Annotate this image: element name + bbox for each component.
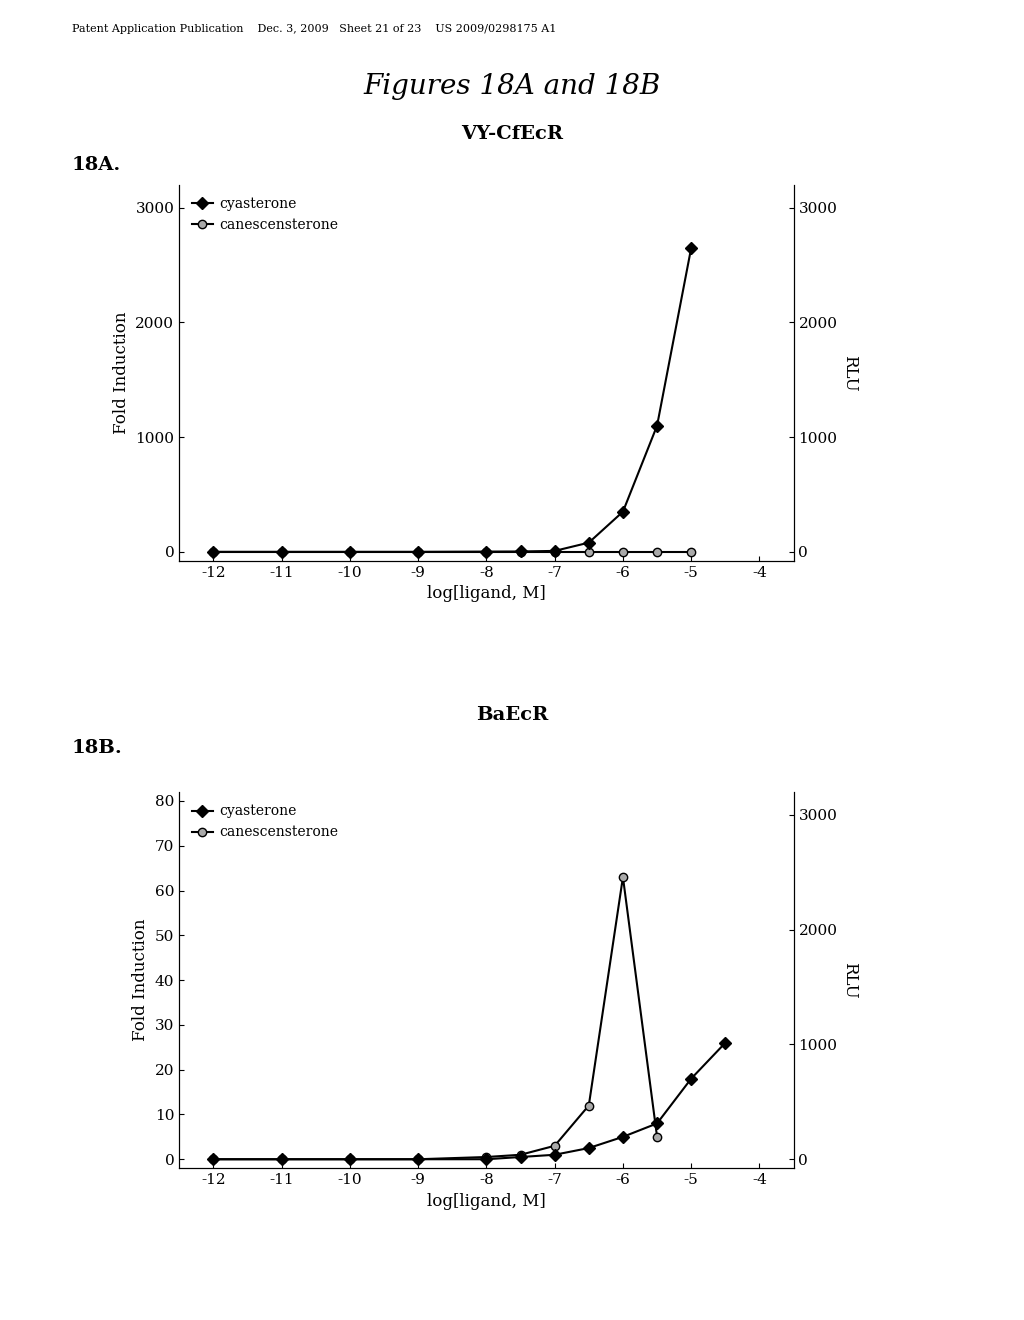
Legend: cyasterone, canescensterone: cyasterone, canescensterone	[186, 191, 344, 238]
Text: VY-CfEcR: VY-CfEcR	[461, 125, 563, 144]
Text: Patent Application Publication    Dec. 3, 2009   Sheet 21 of 23    US 2009/02981: Patent Application Publication Dec. 3, 2…	[72, 24, 556, 34]
X-axis label: log[ligand, M]: log[ligand, M]	[427, 1192, 546, 1209]
Text: 18B.: 18B.	[72, 739, 123, 758]
Text: Figures 18A and 18B: Figures 18A and 18B	[364, 73, 660, 99]
Text: 18A.: 18A.	[72, 156, 121, 174]
Text: BaEcR: BaEcR	[476, 706, 548, 725]
Y-axis label: Fold Induction: Fold Induction	[113, 312, 130, 434]
Y-axis label: Fold Induction: Fold Induction	[132, 919, 150, 1041]
Legend: cyasterone, canescensterone: cyasterone, canescensterone	[186, 799, 344, 845]
Y-axis label: RLU: RLU	[842, 355, 858, 391]
Y-axis label: RLU: RLU	[842, 962, 858, 998]
X-axis label: log[ligand, M]: log[ligand, M]	[427, 585, 546, 602]
